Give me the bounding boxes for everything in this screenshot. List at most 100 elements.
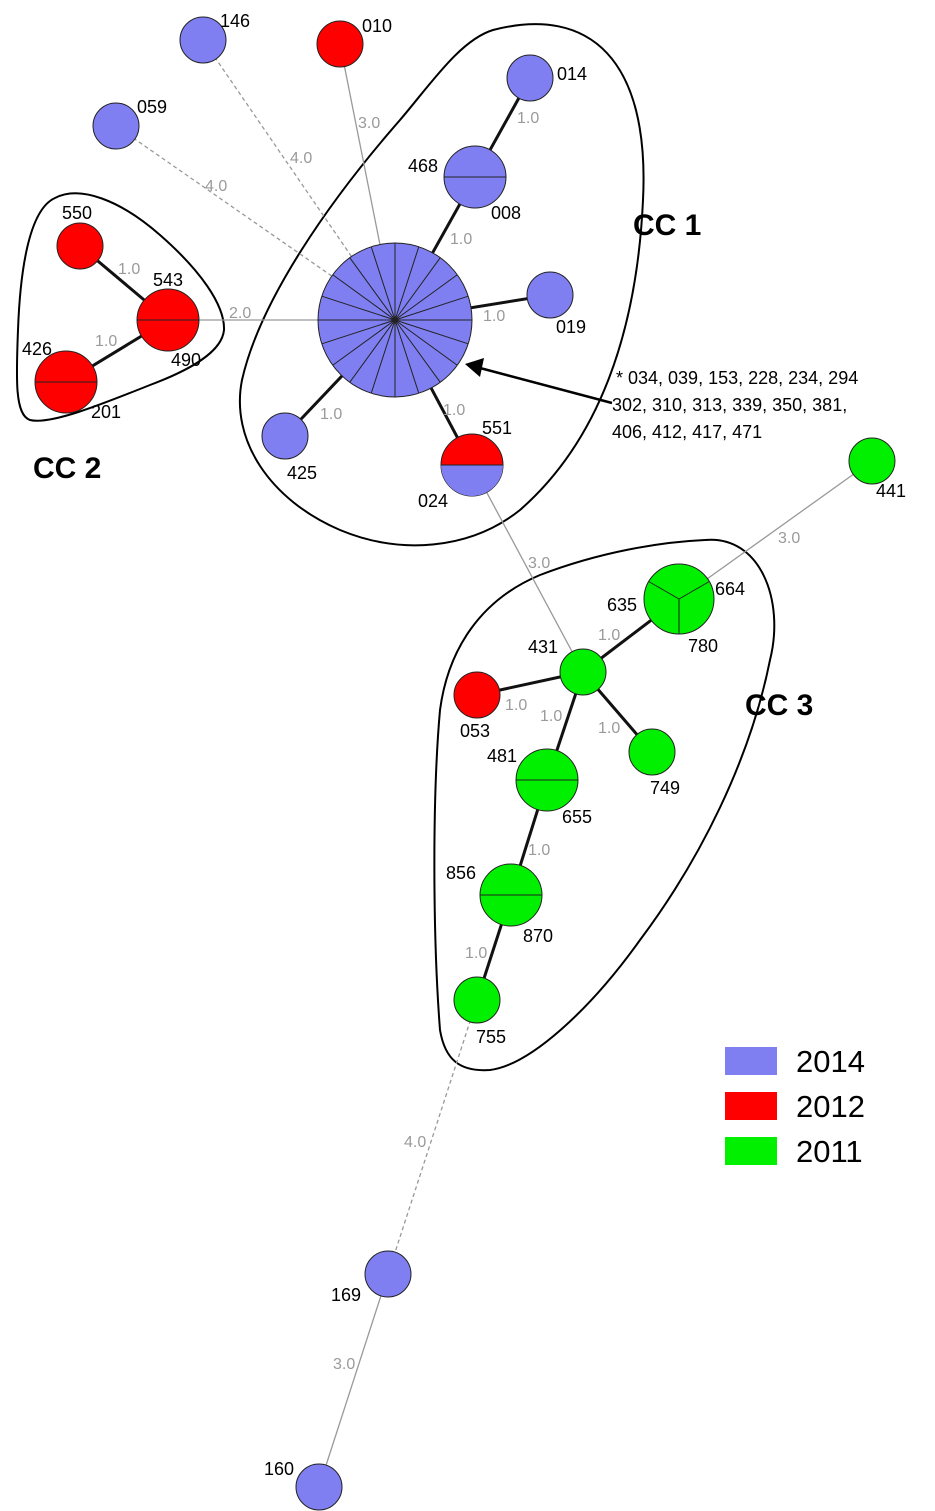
node-551-024 [441,434,503,496]
annotation-arrow-line [480,368,612,403]
edge-label: 1.0 [320,406,342,423]
node-550 [57,223,103,269]
annotation-line-1: * 034, 039, 153, 228, 234, 294 [616,368,858,388]
node-543-490 [137,289,199,351]
node-431 [560,649,606,695]
node-010 [317,21,363,67]
legend-label-2012: 2012 [796,1089,865,1124]
node-circle [365,1251,411,1297]
node-label-059: 059 [137,97,167,117]
node-label-146: 146 [220,11,250,31]
node-half-segment [441,465,503,496]
edge-label: 4.0 [290,150,312,167]
edge-label: 1.0 [483,308,505,325]
node-053 [454,672,500,718]
node-label-160: 160 [264,1459,294,1479]
edge-label: 1.0 [528,842,550,859]
edge-label: 1.0 [118,261,140,278]
node-circle [262,413,308,459]
edge-169-160 [319,1274,388,1487]
node-749 [629,729,675,775]
node-label-780: 780 [688,636,718,656]
node-circle [629,729,675,775]
cluster-label-cc2: CC 2 [33,452,101,485]
edge-label: 3.0 [358,115,380,132]
node-755 [454,977,500,1023]
cluster-label-cc3: CC 3 [745,689,813,722]
node-circle [57,223,103,269]
node-circle [560,649,606,695]
edge-label: 1.0 [540,708,562,725]
node-label-655: 655 [562,807,592,827]
node-label-543: 543 [153,270,183,290]
node-label-425: 425 [287,463,317,483]
node-label-053: 053 [460,721,490,741]
node-circle [454,672,500,718]
node-160 [296,1464,342,1510]
node-circle [507,55,553,101]
node-label-010: 010 [362,16,392,36]
node-169 [365,1251,411,1297]
node-circle [317,21,363,67]
legend-swatch-2012 [725,1092,777,1120]
edge-label: 1.0 [517,110,539,127]
node-label-856: 856 [446,863,476,883]
edge-441-635-664-780 [679,461,872,599]
node-label-749: 749 [650,778,680,798]
legend-swatch-2011 [725,1137,777,1165]
cluster-label-cc1: CC 1 [633,209,701,242]
edge-label: 4.0 [404,1134,426,1151]
edge-label: 1.0 [95,333,117,350]
node-circle [296,1464,342,1510]
edges-layer: 4.0 4.0 3.0 1.0 1.0 1.0 1.0 1.0 2.0 1.0 1.0 3.0 3.0 1… [66,40,872,1487]
edge-label: 1.0 [450,231,472,248]
edge-label: 4.0 [205,178,227,195]
node-019 [527,272,573,318]
node-label-169: 169 [331,1285,361,1305]
node-label-635: 635 [607,595,637,615]
node-label-441: 441 [876,481,906,501]
node-label-201: 201 [91,402,121,422]
node-label-490: 490 [171,350,201,370]
node-label-431: 431 [528,637,558,657]
node-014 [507,55,553,101]
node-label-481: 481 [487,746,517,766]
edge-label: 1.0 [465,945,487,962]
node-label-014: 014 [557,64,587,84]
annotation-line-3: 406, 412, 417, 471 [612,422,762,442]
node-425 [262,413,308,459]
node-label-468: 468 [408,156,438,176]
node-label-551: 551 [482,418,512,438]
node-circle [849,438,895,484]
edge-label: 1.0 [505,697,527,714]
annotation-arrowhead [465,358,484,377]
node-central [318,243,472,397]
node-635-664-780 [644,564,714,634]
edge-label: 1.0 [598,627,620,644]
node-856-870 [480,864,542,926]
node-label-008: 008 [491,203,521,223]
node-circle [527,272,573,318]
node-label-426: 426 [22,339,52,359]
node-059 [93,103,139,149]
edge-label: 1.0 [598,720,620,737]
node-label-664: 664 [715,579,745,599]
node-circle [93,103,139,149]
edge-label: 3.0 [333,1356,355,1373]
node-label-024: 024 [418,491,448,511]
node-481-655 [516,749,578,811]
edge-label: 2.0 [229,305,251,322]
node-label-550: 550 [62,203,92,223]
annotation-line-2: 302, 310, 313, 339, 350, 381, [612,395,847,415]
node-circle [454,977,500,1023]
legend-label-2014: 2014 [796,1044,865,1079]
legend: 2014 2012 2011 [725,1044,865,1169]
edge-755-169 [388,1000,477,1274]
legend-label-2011: 2011 [796,1134,863,1169]
edge-label: 3.0 [528,555,550,572]
node-441 [849,438,895,484]
node-label-870: 870 [523,926,553,946]
node-label-019: 019 [556,317,586,337]
